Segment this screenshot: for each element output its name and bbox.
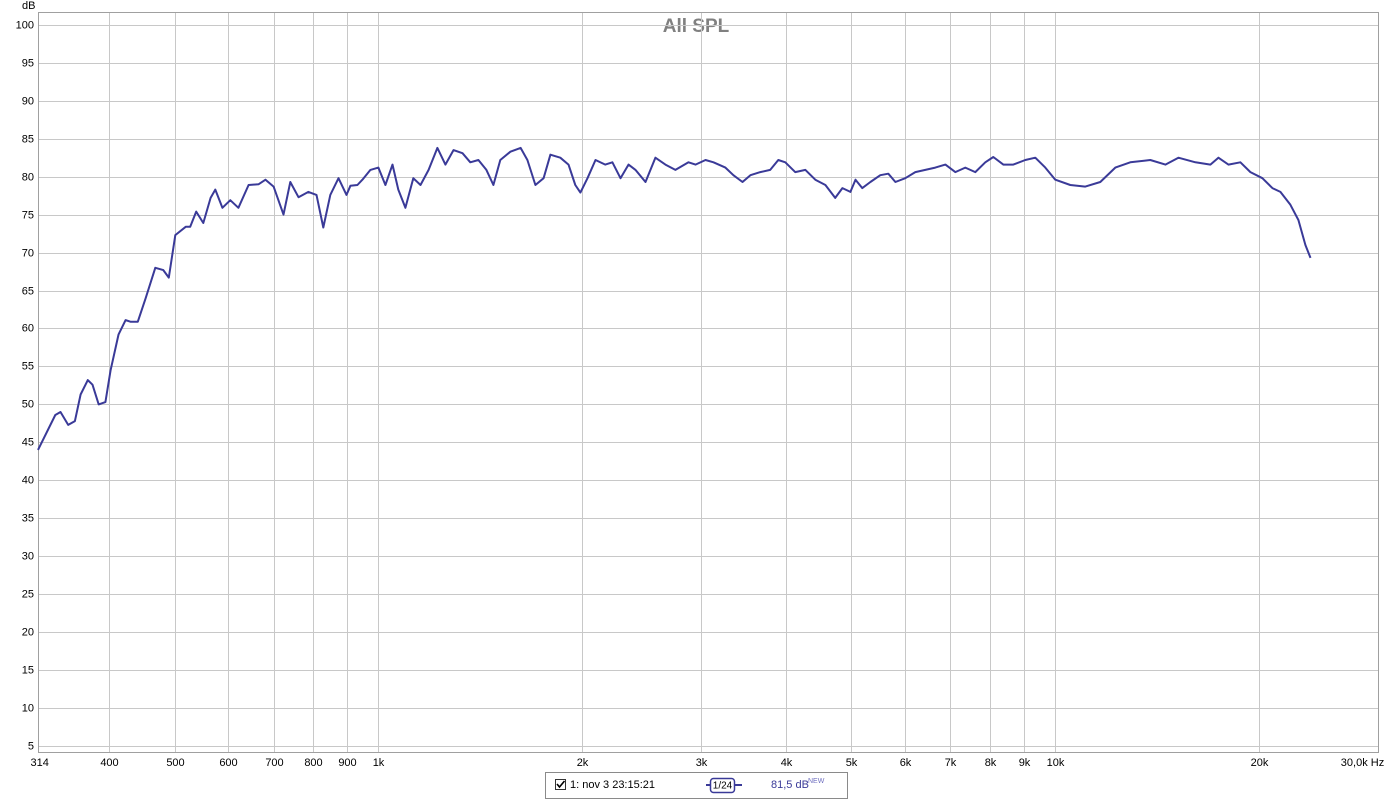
x-tick-label: 8k	[985, 757, 997, 769]
y-tick-label: 80	[22, 171, 34, 183]
x-tick-label: 600	[219, 757, 237, 769]
legend-checkbox[interactable]	[555, 779, 566, 790]
y-tick-label: 30	[22, 550, 34, 562]
y-tick-label: 95	[22, 57, 34, 69]
y-tick-label: 40	[22, 474, 34, 486]
x-tick-label: 2k	[577, 757, 589, 769]
x-tick-label: 400	[100, 757, 118, 769]
y-tick-label: 25	[22, 588, 34, 600]
y-tick-label: 50	[22, 398, 34, 410]
x-tick-label: 314	[31, 757, 49, 769]
x-tick-label: 800	[304, 757, 322, 769]
legend-label: 1: nov 3 23:15:21	[570, 779, 655, 791]
x-tick-label: 6k	[900, 757, 912, 769]
y-tick-label: 90	[22, 95, 34, 107]
smoothing: 1/24	[713, 781, 733, 792]
chart-title: All SPL	[663, 16, 730, 37]
y-tick-label: 55	[22, 360, 34, 372]
x-tick-label: 4k	[781, 757, 793, 769]
smoothing-box[interactable]	[709, 777, 736, 794]
x-tick-label: 10k	[1047, 757, 1065, 769]
y-tick-label: 70	[22, 247, 34, 259]
y-tick-label: 85	[22, 133, 34, 145]
x-tick-label: 9k	[1019, 757, 1031, 769]
series-line	[37, 146, 1312, 451]
y-tick-label: 35	[22, 512, 34, 524]
y-tick-label: 100	[16, 19, 34, 31]
x-tick-label: 20k	[1251, 757, 1269, 769]
y-tick-label: 15	[22, 664, 34, 676]
y-tick-label: 10	[22, 702, 34, 714]
x-tick-label: 30,0k Hz	[1341, 757, 1384, 769]
x-tick-label: 700	[265, 757, 283, 769]
plot-frame	[38, 12, 1379, 753]
level: 81,5 dB	[771, 779, 809, 791]
y-tick-label: 20	[22, 626, 34, 638]
legend: 1: nov 3 23:15:21 1/24 81,5 dB NEW	[545, 772, 848, 799]
y-tick-label: 65	[22, 285, 34, 297]
legend-box	[545, 772, 848, 799]
x-tick-label: 500	[166, 757, 184, 769]
check-mark	[556, 780, 566, 789]
y-tick-label: 5	[28, 740, 34, 752]
y-tick-label: 75	[22, 209, 34, 221]
badge: NEW	[808, 778, 825, 785]
y-tick-label: 45	[22, 436, 34, 448]
x-tick-label: 1k	[373, 757, 385, 769]
x-tick-label: 7k	[945, 757, 957, 769]
y-axis-label: dB	[22, 0, 35, 12]
x-tick-label: 3k	[696, 757, 708, 769]
x-tick-label: 5k	[846, 757, 858, 769]
y-tick-label: 60	[22, 322, 34, 334]
x-tick-label: 900	[338, 757, 356, 769]
